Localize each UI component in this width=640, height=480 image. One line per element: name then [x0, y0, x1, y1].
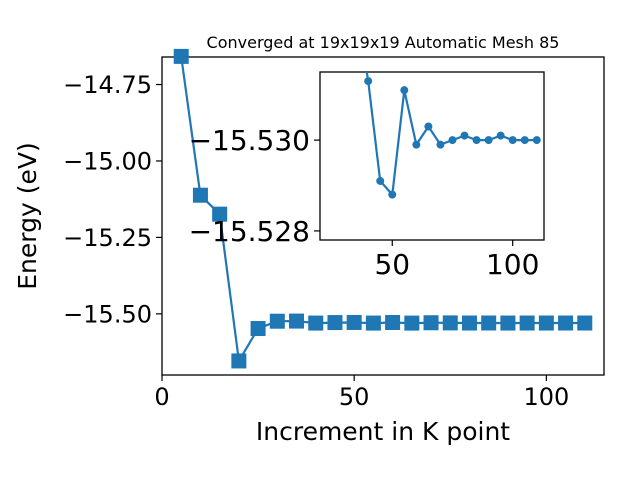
main-data-point	[558, 315, 574, 331]
inset-plot-frame	[319, 71, 545, 241]
inset-data-point	[532, 136, 541, 145]
inset-data-point	[364, 77, 373, 86]
main-data-point	[577, 315, 593, 331]
inset-y-tick-label: −15.530	[189, 124, 310, 157]
inset-data-point	[508, 136, 517, 145]
main-data-point	[461, 315, 477, 331]
main-x-tick-label: 50	[339, 383, 370, 411]
main-data-point	[404, 315, 420, 331]
inset-data-point	[376, 176, 385, 185]
inset-data-point	[472, 136, 481, 145]
main-data-point	[538, 315, 554, 331]
inset-data-point	[448, 136, 457, 145]
main-y-tick-label: −15.50	[63, 300, 152, 328]
inset-data-point	[388, 190, 397, 199]
inset-data-point	[353, 0, 360, 7]
main-x-tick-label: 0	[154, 383, 169, 411]
main-data-point	[442, 315, 458, 331]
main-series	[173, 48, 593, 369]
inset-x-tick-label: 50	[374, 248, 410, 281]
main-data-point	[192, 187, 208, 203]
inset-axis-ticks: 50 100 −15.530 −15.528	[189, 124, 540, 281]
main-data-point	[289, 313, 305, 329]
main-y-tick-label: −15.00	[63, 148, 152, 176]
main-plot-area: 0 50 100 −14.75 −15.00 −15.25 −15.50	[63, 48, 605, 411]
main-data-point	[327, 315, 343, 331]
inset-series-line	[365, 72, 538, 196]
main-data-point	[308, 315, 324, 331]
inset-data-point	[436, 140, 445, 149]
inset-data-point	[484, 136, 493, 145]
inset-background	[320, 72, 544, 240]
main-data-point	[250, 321, 266, 337]
inset-x-tick-label: 100	[486, 248, 539, 281]
inset-data-point	[400, 86, 409, 95]
main-axis-ticks: 0 50 100 −14.75 −15.00 −15.25 −15.50	[63, 71, 569, 411]
inset-data-point	[496, 131, 505, 140]
inset-data-point	[460, 131, 469, 140]
inset-plot-area: 50 100 −15.530 −15.528	[189, 0, 545, 281]
main-data-point	[365, 315, 381, 331]
main-data-point	[500, 315, 516, 331]
main-plot-frame	[161, 56, 605, 376]
main-x-tick-label: 100	[523, 383, 569, 411]
inset-data-point	[424, 122, 433, 131]
main-data-point	[212, 206, 228, 222]
main-y-tick-label: −14.75	[63, 71, 152, 99]
inset-series	[353, 0, 541, 199]
main-data-point	[269, 313, 285, 329]
main-data-point	[346, 314, 362, 330]
main-data-point	[385, 314, 401, 330]
inset-y-tick-label: −15.528	[189, 215, 310, 248]
main-data-point	[519, 315, 535, 331]
main-y-tick-label: −15.25	[63, 224, 152, 252]
inset-data-point	[412, 140, 421, 149]
x-axis-label: Increment in K point	[256, 417, 510, 446]
y-axis-label: Energy (eV)	[13, 142, 42, 289]
main-data-point	[423, 315, 439, 331]
inset-data-point	[520, 136, 529, 145]
main-data-point	[173, 48, 189, 64]
main-data-point	[231, 353, 247, 369]
chart-title: Converged at 19x19x19 Automatic Mesh 85	[207, 33, 560, 52]
main-series-line	[180, 55, 586, 362]
main-data-point	[481, 315, 497, 331]
